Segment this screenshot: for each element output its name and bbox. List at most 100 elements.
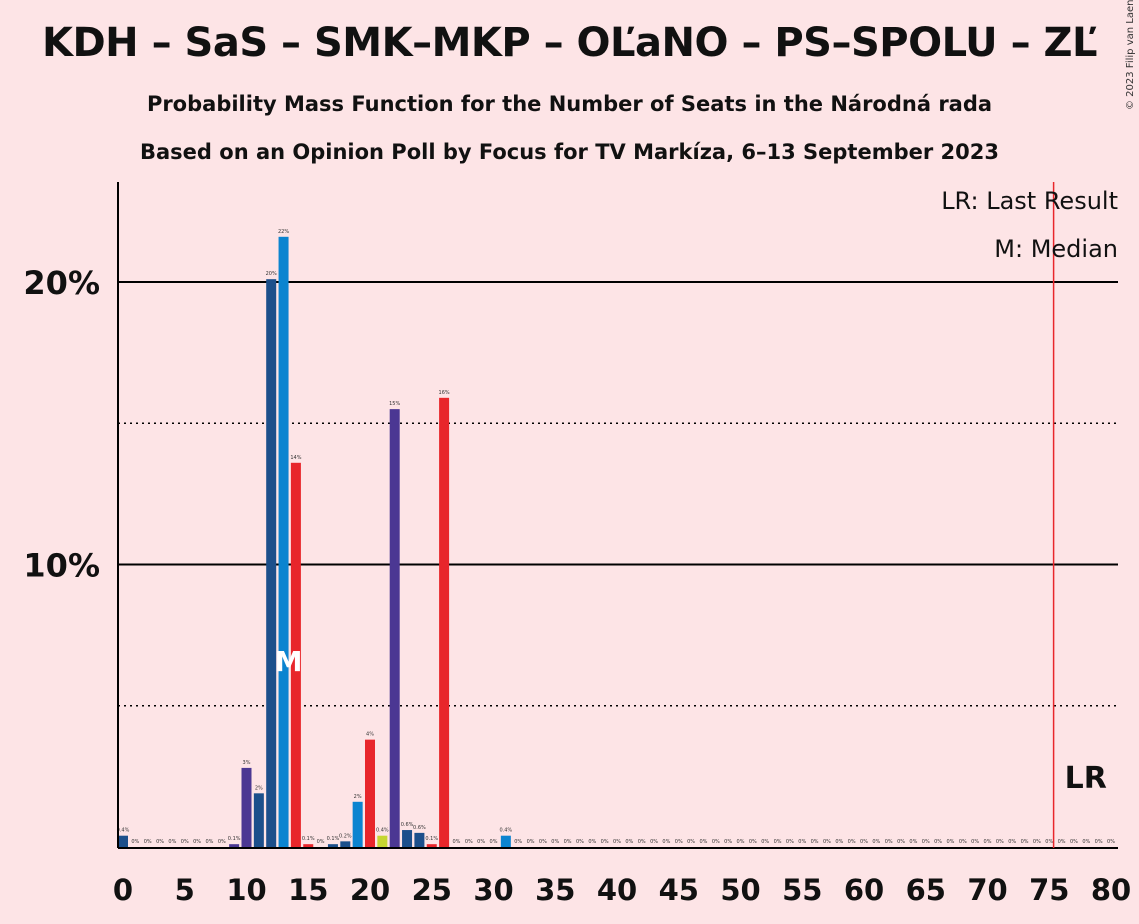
bar-label-68: 0%	[959, 839, 967, 845]
bar-label-2: 0%	[144, 839, 152, 845]
last-result-marker-label: LR	[1065, 761, 1107, 796]
bar-label-22: 15%	[389, 401, 400, 407]
bar-label-1: 0%	[131, 839, 139, 845]
bar-label-25: 0.1%	[425, 836, 438, 842]
bar-seats-20	[365, 739, 375, 847]
bar-label-75: 0%	[1045, 839, 1053, 845]
bar-label-74: 0%	[1033, 839, 1041, 845]
bar-label-78: 0%	[1082, 839, 1090, 845]
bar-label-80: 0%	[1107, 839, 1115, 845]
bar-label-37: 0%	[576, 839, 584, 845]
x-tick-label: 15	[288, 873, 328, 907]
bar-label-30: 0%	[490, 839, 498, 845]
x-tick-label: 55	[782, 873, 822, 907]
bar-seats-13	[278, 236, 289, 848]
bar-label-13: 22%	[278, 229, 289, 235]
bar-label-70: 0%	[984, 839, 992, 845]
bar-seats-19	[352, 801, 363, 847]
bar-label-66: 0%	[934, 839, 942, 845]
bars	[118, 236, 511, 848]
bar-seats-15	[303, 844, 314, 847]
y-tick-label: 20%	[23, 264, 100, 302]
bar-label-10: 3%	[243, 760, 251, 766]
bar-label-55: 0%	[798, 839, 806, 845]
bar-label-29: 0%	[477, 839, 485, 845]
axes: 10% 20% 0 5 10 15 20 25 30 35 40 45 50 55 60 65 70 75 80 LR	[23, 182, 1131, 907]
bar-label-45: 0%	[675, 839, 683, 845]
bar-label-4: 0%	[168, 839, 176, 845]
bar-seats-11	[253, 793, 264, 847]
bar-label-31: 0.4%	[499, 828, 512, 834]
bar-label-20: 4%	[366, 732, 374, 738]
bar-label-42: 0%	[638, 839, 646, 845]
bar-label-58: 0%	[835, 839, 843, 845]
bar-label-26: 16%	[439, 390, 450, 396]
x-tick-label: 70	[967, 873, 1007, 907]
bar-seats-14	[290, 462, 301, 847]
bar-label-41: 0%	[625, 839, 633, 845]
bar-label-27: 0%	[452, 839, 460, 845]
bar-label-79: 0%	[1095, 839, 1103, 845]
bar-seats-0	[118, 835, 128, 847]
bar-label-71: 0%	[996, 839, 1004, 845]
x-tick-label: 75	[1029, 873, 1069, 907]
bar-label-34: 0%	[539, 839, 547, 845]
bar-label-61: 0%	[872, 839, 880, 845]
bar-label-7: 0%	[205, 839, 213, 845]
x-tick-label: 45	[659, 873, 699, 907]
bar-label-24: 0.6%	[413, 825, 426, 831]
bar-label-77: 0%	[1070, 839, 1078, 845]
bar-seats-26	[439, 397, 450, 847]
y-tick-label: 10%	[23, 547, 100, 585]
bar-seats-23	[402, 830, 413, 847]
bar-label-32: 0%	[514, 839, 522, 845]
x-tick-label: 65	[906, 873, 946, 907]
bar-label-21: 0.4%	[376, 828, 389, 834]
x-tick-label: 30	[473, 873, 513, 907]
bar-seats-12	[266, 279, 277, 847]
bar-label-53: 0%	[774, 839, 782, 845]
bar-label-57: 0%	[823, 839, 831, 845]
bar-label-38: 0%	[588, 839, 596, 845]
chart-subtitle: Probability Mass Function for the Number…	[146, 92, 993, 116]
bar-seats-22	[389, 409, 400, 847]
bar-label-49: 0%	[724, 839, 732, 845]
bar-label-18: 0.2%	[339, 833, 352, 839]
x-tick-label: 50	[720, 873, 760, 907]
bar-label-54: 0%	[786, 839, 794, 845]
bar-label-44: 0%	[662, 839, 670, 845]
bar-label-16: 0%	[317, 839, 325, 845]
bar-value-labels: 0.4%0% 0% 0% 0% 0% 0% 0% 0% 0.1%3%2%20%22%14%0.1…	[117, 229, 1116, 845]
bar-label-63: 0%	[897, 839, 905, 845]
bar-seats-18	[340, 841, 351, 847]
bar-label-28: 0%	[465, 839, 473, 845]
bar-label-36: 0%	[564, 839, 572, 845]
bar-label-14: 14%	[290, 455, 301, 461]
bar-label-73: 0%	[1021, 839, 1029, 845]
bar-seats-21	[377, 835, 388, 847]
bar-label-46: 0%	[687, 839, 695, 845]
bar-label-17: 0.1%	[327, 836, 340, 842]
bar-label-60: 0%	[860, 839, 868, 845]
bar-label-64: 0%	[909, 839, 917, 845]
bar-label-51: 0%	[749, 839, 757, 845]
bar-label-72: 0%	[1008, 839, 1016, 845]
bar-seats-9	[229, 844, 240, 847]
x-tick-label: 10	[226, 873, 266, 907]
bar-label-67: 0%	[946, 839, 954, 845]
bar-label-8: 0%	[218, 839, 226, 845]
bar-label-47: 0%	[699, 839, 707, 845]
bar-label-50: 0%	[737, 839, 745, 845]
bar-label-56: 0%	[811, 839, 819, 845]
x-tick-label: 0	[113, 873, 133, 907]
x-tick-label: 35	[535, 873, 575, 907]
legend-last-result: LR: Last Result	[941, 187, 1118, 215]
bar-label-48: 0%	[712, 839, 720, 845]
bar-seats-25	[426, 844, 437, 847]
bar-label-23: 0.6%	[401, 822, 414, 828]
bar-label-5: 0%	[181, 839, 189, 845]
bar-label-40: 0%	[613, 839, 621, 845]
x-tick-label: 25	[412, 873, 452, 907]
bar-label-9: 0.1%	[228, 836, 241, 842]
x-tick-label: 80	[1091, 873, 1131, 907]
